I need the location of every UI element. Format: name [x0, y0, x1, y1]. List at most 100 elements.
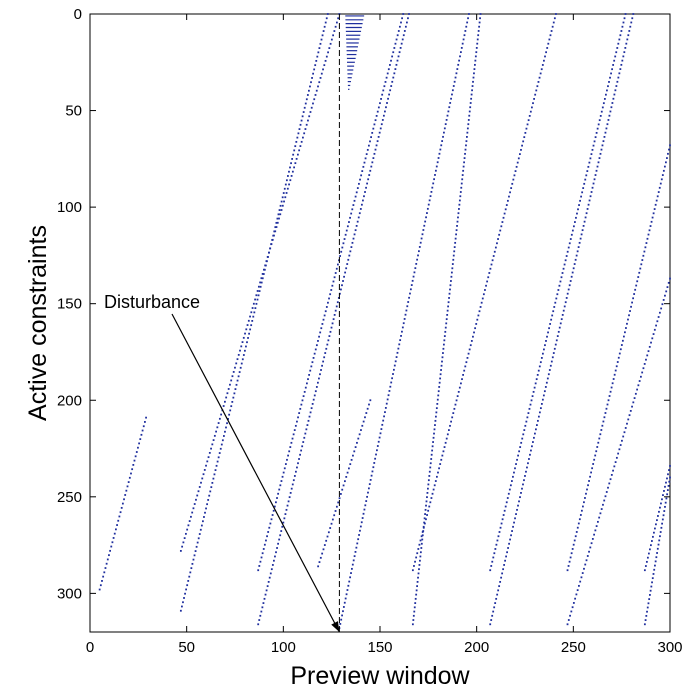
data-point	[366, 148, 369, 151]
data-point	[288, 450, 291, 453]
data-point	[212, 439, 215, 442]
data-point	[144, 421, 146, 423]
data-point	[578, 518, 581, 521]
data-point	[579, 199, 581, 202]
data-point	[376, 449, 378, 452]
data-point	[665, 481, 667, 484]
data-point	[470, 340, 473, 342]
data-point	[348, 221, 350, 223]
data-point	[467, 119, 470, 121]
data-point	[344, 480, 346, 483]
data-point	[179, 609, 182, 612]
data-point	[256, 298, 259, 301]
data-point	[400, 21, 402, 24]
data-point	[221, 439, 224, 442]
data-point	[279, 534, 282, 537]
data-point	[542, 394, 545, 397]
data-point	[377, 136, 380, 138]
data-point	[553, 17, 556, 20]
data-point	[317, 565, 320, 568]
data-point	[538, 411, 541, 414]
data-point	[632, 13, 635, 15]
data-point	[389, 385, 392, 388]
data-point	[306, 382, 308, 385]
data-point	[406, 21, 408, 24]
data-point	[661, 522, 664, 525]
data-point	[322, 68, 324, 71]
data-point	[276, 497, 278, 499]
data-point	[595, 169, 598, 172]
data-point	[312, 398, 315, 401]
data-point	[417, 548, 420, 550]
data-point	[647, 552, 650, 555]
data-point	[669, 476, 671, 479]
data-point	[524, 475, 526, 477]
data-point	[629, 310, 631, 312]
data-point	[366, 182, 369, 185]
data-point	[226, 422, 228, 425]
data-point	[309, 411, 312, 414]
data-point	[459, 195, 462, 198]
data-point	[640, 263, 643, 266]
data-point	[358, 182, 360, 185]
data-point	[621, 59, 624, 62]
data-point	[289, 179, 292, 182]
data-point	[400, 42, 403, 45]
data-point	[452, 254, 455, 257]
data-point	[422, 526, 425, 529]
data-point	[101, 580, 103, 582]
data-point	[531, 395, 534, 398]
data-point	[263, 268, 265, 271]
disturbance-annotation: Disturbance	[104, 14, 340, 633]
data-point	[219, 447, 222, 450]
data-point	[517, 504, 519, 507]
data-point	[494, 602, 497, 604]
data-point	[596, 165, 599, 168]
data-point	[570, 610, 573, 613]
data-point	[520, 491, 522, 494]
data-point	[529, 403, 532, 406]
data-point	[369, 140, 371, 143]
data-point	[626, 322, 628, 325]
data-point	[539, 361, 542, 364]
data-point	[574, 221, 576, 223]
data-point	[435, 411, 438, 414]
data-point	[543, 59, 545, 62]
data-point	[280, 209, 283, 211]
data-point	[384, 406, 387, 409]
data-point	[205, 464, 207, 467]
data-point	[439, 463, 442, 465]
data-point	[439, 373, 442, 376]
data-point	[583, 220, 586, 223]
data-point	[198, 533, 201, 535]
data-point	[570, 233, 573, 236]
data-point	[282, 192, 285, 194]
data-point	[464, 148, 467, 151]
data-point	[307, 378, 309, 381]
data-point	[377, 106, 380, 109]
data-point	[428, 475, 431, 477]
data-point	[327, 301, 329, 304]
data-point	[196, 494, 199, 497]
data-point	[581, 191, 584, 194]
data-point	[590, 191, 593, 193]
data-point	[213, 434, 216, 437]
data-point	[215, 464, 218, 467]
data-point	[304, 128, 307, 130]
data-point	[260, 281, 263, 284]
data-point	[323, 64, 326, 67]
data-point	[250, 311, 253, 314]
data-point	[605, 127, 608, 130]
data-point	[381, 119, 384, 121]
data-point	[599, 114, 602, 117]
x-tick-label: 0	[86, 639, 94, 656]
data-point	[589, 546, 592, 549]
data-point	[537, 415, 540, 418]
data-point	[583, 182, 586, 185]
data-point	[347, 258, 350, 261]
data-point	[372, 127, 375, 130]
data-point	[535, 378, 538, 381]
data-point	[319, 556, 322, 559]
data-point	[506, 551, 508, 554]
data-point	[664, 501, 667, 504]
